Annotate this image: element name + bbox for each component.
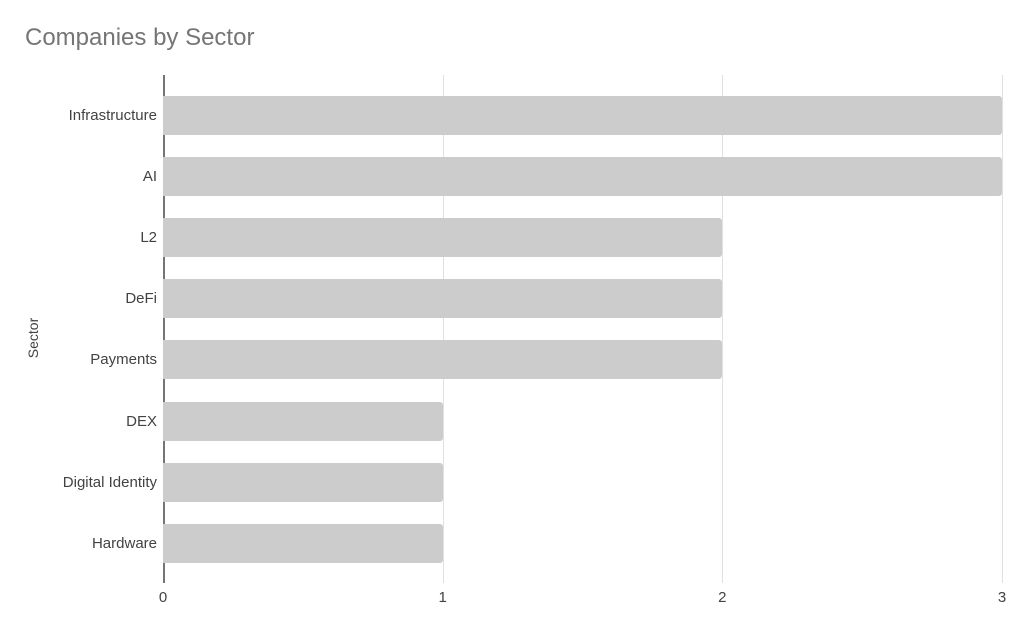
bar[interactable]: [163, 96, 1002, 135]
x-tick-label: 1: [438, 589, 447, 606]
bar[interactable]: [163, 157, 1002, 197]
bar[interactable]: [163, 218, 723, 258]
category-label: Infrastructure: [68, 107, 157, 124]
category-label: Digital Identity: [62, 473, 157, 491]
category-label: DEX: [126, 412, 157, 430]
x-tick-label: 3: [997, 589, 1007, 606]
bar[interactable]: [163, 523, 443, 563]
chart-title: Companies by Sector: [25, 24, 255, 51]
bar[interactable]: [163, 340, 723, 380]
category-label: DeFi: [125, 290, 157, 308]
gridline: [442, 75, 444, 583]
bar[interactable]: [163, 462, 443, 502]
category-label: Hardware: [91, 534, 157, 552]
category-label: AI: [142, 168, 157, 186]
x-tick-label: 2: [718, 589, 727, 606]
gridline: [722, 75, 724, 583]
y-axis-line: [163, 75, 165, 583]
category-label: L2: [140, 229, 157, 247]
bar[interactable]: [163, 401, 443, 441]
x-tick-label: 0: [158, 589, 168, 606]
category-label: Payments: [90, 351, 157, 369]
bar[interactable]: [163, 279, 723, 319]
gridline: [1002, 75, 1003, 583]
